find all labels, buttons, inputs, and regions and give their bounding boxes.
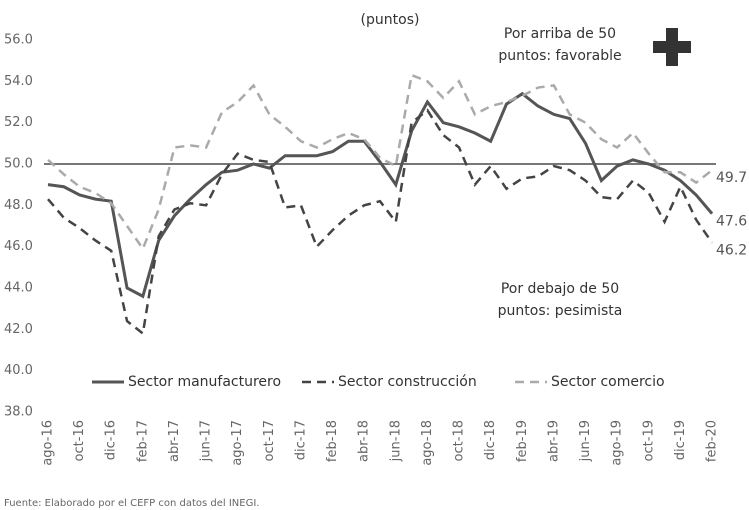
x-tick-label: abr-19 — [546, 420, 561, 462]
x-tick-label: ago-19 — [610, 420, 625, 466]
x-tick-label: abr-18 — [357, 420, 372, 462]
series-line — [47, 91, 714, 299]
x-tick-label: feb-18 — [325, 420, 340, 462]
annotation: puntos: pesimista — [498, 303, 623, 319]
data-label: 49.7 — [716, 170, 747, 186]
x-tick-label: ago-17 — [230, 420, 245, 466]
x-tick-label: ago-18 — [420, 420, 435, 466]
data-label: 47.6 — [716, 214, 747, 230]
x-tick-label: oct-18 — [452, 420, 467, 461]
x-tick-label: jun-19 — [578, 420, 593, 462]
source-note: Fuente: Elaborado por el CEFP con datos … — [4, 498, 259, 509]
plus-icon — [653, 41, 691, 53]
y-tick-label: 54.0 — [4, 74, 33, 89]
x-tick-label: oct-19 — [641, 420, 656, 461]
x-tick-label: dic-17 — [293, 420, 308, 460]
x-tick-label: ago-16 — [41, 420, 56, 466]
y-tick-label: 40.0 — [4, 363, 33, 378]
y-tick-label: 50.0 — [4, 157, 33, 172]
x-tick-label: oct-16 — [72, 420, 87, 461]
x-tick-label: jun-18 — [388, 420, 403, 462]
x-tick-label: feb-17 — [135, 420, 150, 462]
legend-label: Sector comercio — [551, 374, 665, 390]
legend-label: Sector construcción — [338, 374, 477, 390]
series-line — [47, 108, 714, 336]
y-tick-label: 46.0 — [4, 239, 33, 254]
legend-label: Sector manufacturero — [128, 374, 281, 390]
y-tick-label: 48.0 — [4, 198, 33, 213]
series-line — [47, 73, 713, 252]
x-tick-label: feb-20 — [705, 420, 720, 462]
x-tick-label: dic-18 — [483, 420, 498, 460]
x-tick-label: dic-19 — [673, 420, 688, 460]
y-tick-label: 52.0 — [4, 115, 33, 130]
x-tick-label: feb-19 — [515, 420, 530, 462]
annotation: puntos: favorable — [498, 48, 621, 64]
annotation: Por debajo de 50 — [501, 281, 619, 297]
x-tick-label: jun-17 — [199, 420, 214, 462]
y-tick-label: 44.0 — [4, 281, 33, 296]
x-tick-label: abr-17 — [167, 420, 182, 462]
annotation: Por arriba de 50 — [504, 26, 616, 42]
x-tick-label: oct-17 — [262, 420, 277, 461]
data-label: 46.2 — [716, 243, 747, 259]
chart-subtitle: (puntos) — [361, 12, 420, 28]
x-tick-label: dic-16 — [104, 420, 119, 460]
y-tick-label: 56.0 — [4, 33, 33, 48]
y-tick-label: 42.0 — [4, 322, 33, 337]
y-tick-label: 38.0 — [4, 405, 33, 420]
